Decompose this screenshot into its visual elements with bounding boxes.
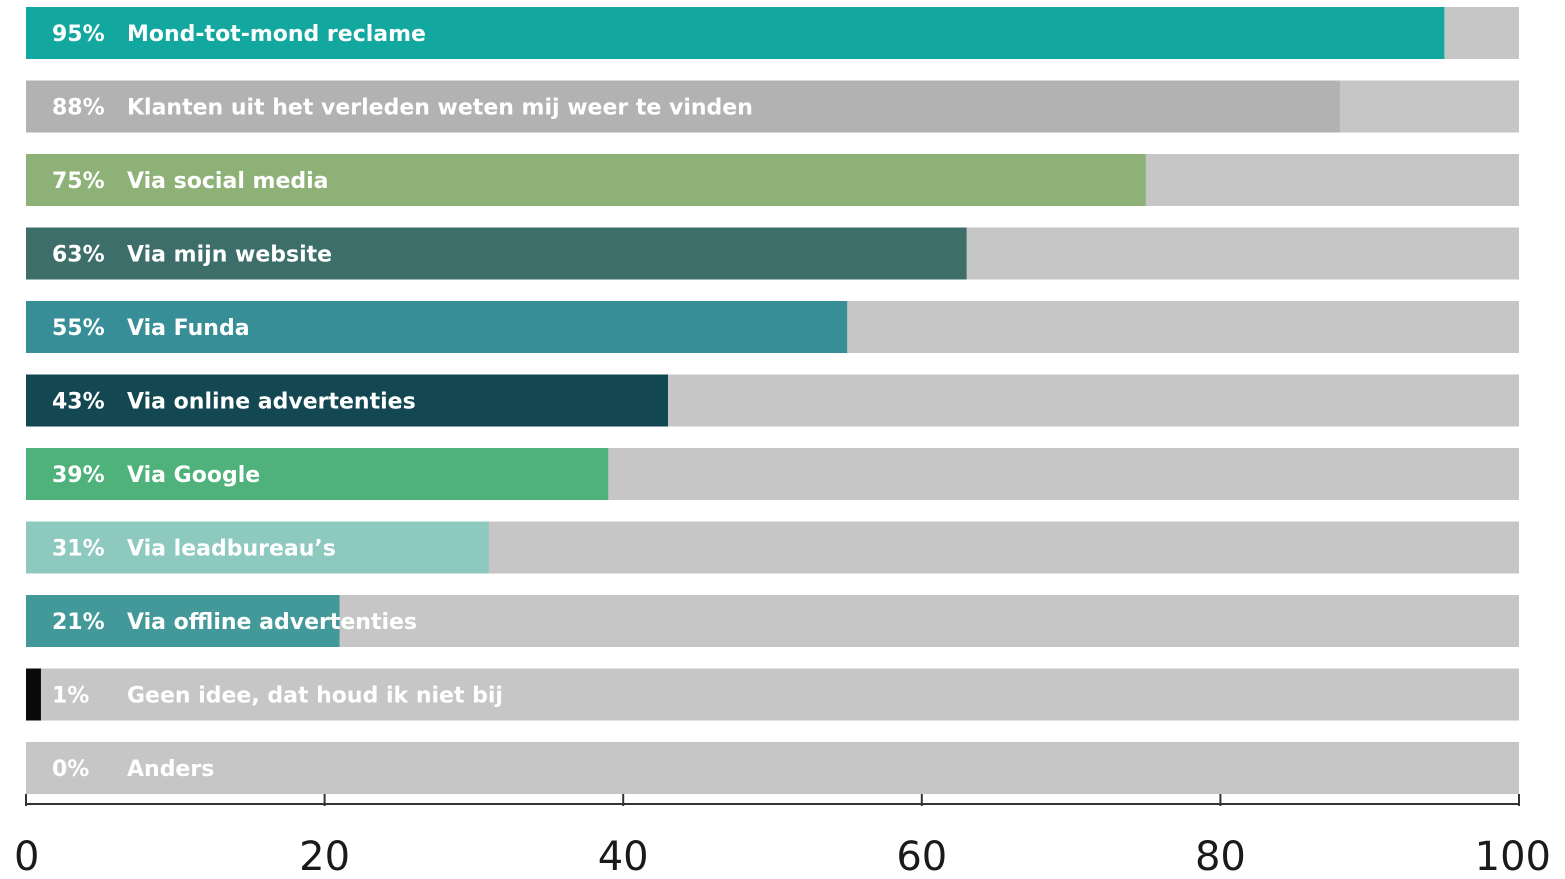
bar [26,374,668,427]
bar [26,448,609,500]
bar [26,154,1146,206]
bar-category-label: Via Funda [127,316,250,341]
bar-value-label: 21% [52,610,105,635]
bar-category-label: Klanten uit het verleden weten mij weer … [127,96,753,121]
x-tick-label: 60 [896,834,947,879]
bar [26,521,489,574]
bar-labels: 95% Mond-tot-mond reclame 88% Klanten uit h… [52,22,753,782]
x-tick-label: 20 [299,834,350,879]
x-axis: 0 20 40 60 80 100 [14,794,1551,879]
bar [26,80,1340,133]
bar-track [26,742,1519,794]
bar-category-label: Via social media [127,169,329,194]
x-tick-label: 40 [598,834,649,879]
bar-category-label: Via online advertenties [127,390,416,415]
bar-track [26,668,1519,721]
x-tick-label: 80 [1195,834,1246,879]
bar-category-label: Mond-tot-mond reclame [127,22,426,47]
x-tick-label: 0 [14,834,39,879]
bar-category-label: Via mijn website [127,243,332,268]
bar-value-label: 88% [52,96,105,121]
bar [26,227,967,280]
bar-value-label: 1% [52,684,89,709]
bar [26,7,1445,59]
x-tick-label: 100 [1475,834,1551,879]
bar-value-label: 0% [52,757,89,782]
bar-category-label: Via offline advertenties [127,610,417,635]
bar-value-label: 75% [52,169,105,194]
bar-category-label: Via leadbureau’s [127,537,336,562]
bar-fills [26,7,1445,721]
bar [26,595,340,647]
bar [26,301,848,353]
bar [26,668,41,721]
bar-category-label: Anders [127,757,214,782]
bar-value-label: 43% [52,390,105,415]
bar-value-label: 31% [52,537,105,562]
bar-value-label: 95% [52,22,105,47]
bar-value-label: 55% [52,316,105,341]
bar-value-label: 63% [52,243,105,268]
bar-category-label: Geen idee, dat houd ik niet bij [127,684,503,709]
bar-category-label: Via Google [127,463,260,488]
bar-value-label: 39% [52,463,105,488]
